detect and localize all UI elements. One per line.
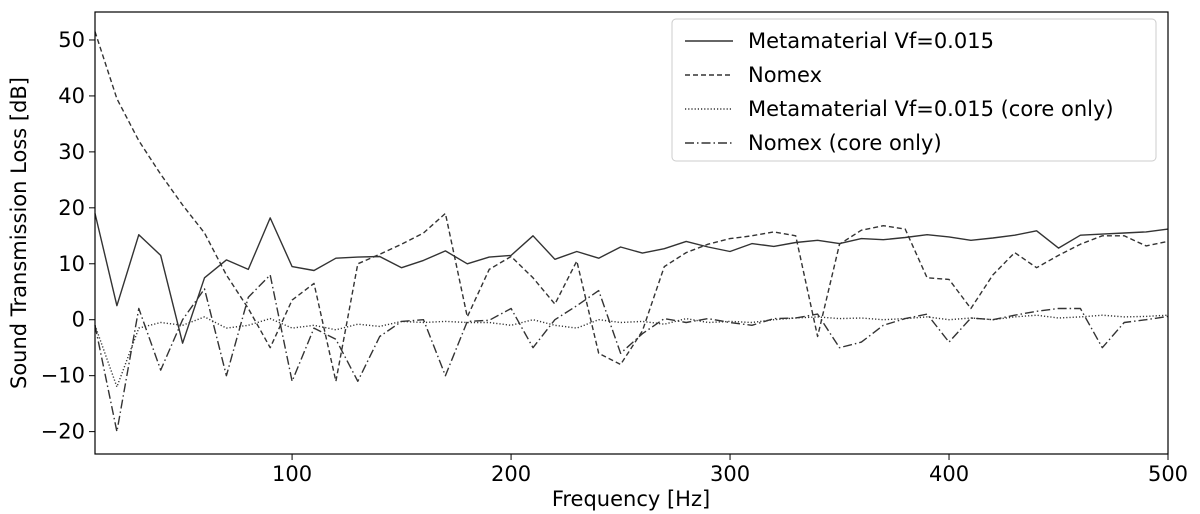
y-tick-label: −20 [41,420,85,444]
y-tick-label: 0 [72,308,85,332]
x-tick-label: 200 [491,462,531,486]
series-line-2 [94,31,1169,382]
y-axis: −20 −10 0 10 20 30 40 50 [41,28,95,444]
series-line-1 [94,213,1169,344]
series-line-4 [94,274,1169,433]
x-tick-label: 500 [1148,462,1188,486]
legend-label-2: Nomex [748,63,822,87]
y-tick-label: 30 [58,140,85,164]
y-tick-label: 40 [58,84,85,108]
x-tick-label: 100 [272,462,312,486]
legend-label-4: Nomex (core only) [748,131,942,155]
y-tick-label: −10 [41,364,85,388]
x-tick-label: 400 [929,462,969,486]
x-axis: 100 200 300 400 500 [272,454,1188,486]
legend-label-1: Metamaterial Vf=0.015 [748,29,994,53]
x-axis-label: Frequency [Hz] [552,487,710,511]
y-tick-label: 50 [58,28,85,52]
series-line-3 [94,314,1169,388]
legend-label-3: Metamaterial Vf=0.015 (core only) [748,97,1114,121]
y-tick-label: 10 [58,252,85,276]
y-axis-label: Sound Transmission Loss [dB] [7,77,31,389]
y-tick-label: 20 [58,196,85,220]
series-layer [94,31,1169,433]
x-tick-label: 300 [710,462,750,486]
legend: Metamaterial Vf=0.015 Nomex Metamaterial V… [671,18,1157,162]
legend-box [671,18,1157,162]
plot-frame [94,11,1169,455]
